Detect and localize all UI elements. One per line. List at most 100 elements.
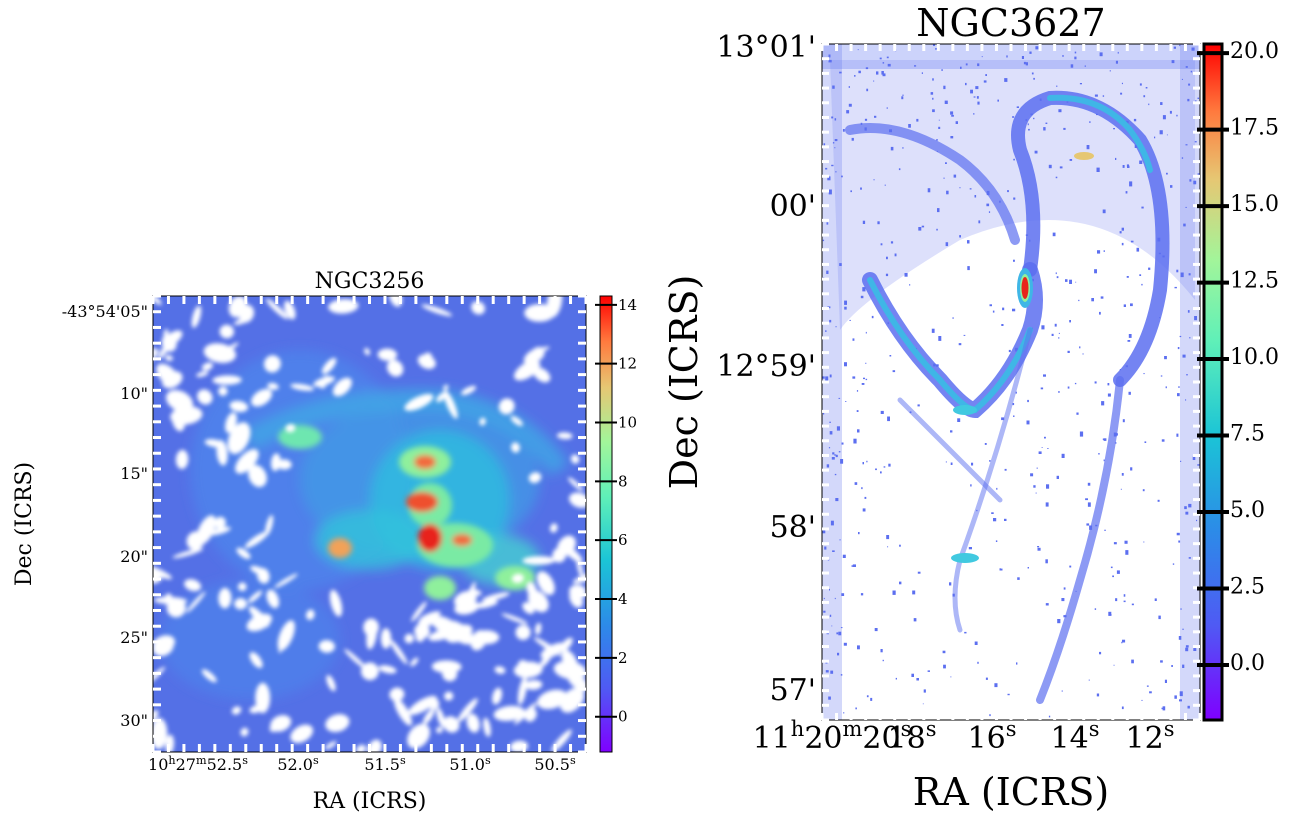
noise-pixel bbox=[880, 243, 883, 246]
masked-patch bbox=[290, 383, 315, 391]
noise-pixel bbox=[846, 110, 850, 114]
title-ngc3256: NGC3256 bbox=[315, 269, 425, 294]
noise-pixel bbox=[1131, 603, 1134, 606]
noise-pixel bbox=[950, 676, 952, 678]
noise-pixel bbox=[999, 568, 1003, 571]
colorbar-tick-label: 7.5 bbox=[1230, 422, 1265, 447]
noise-pixel bbox=[856, 390, 859, 392]
masked-patch bbox=[218, 386, 228, 396]
colorbar-tick-label: 2.5 bbox=[1230, 574, 1265, 599]
noise-pixel bbox=[840, 627, 843, 629]
noise-pixel bbox=[1079, 431, 1084, 437]
noise-pixel bbox=[1052, 232, 1056, 237]
noise-pixel bbox=[862, 508, 866, 512]
masked-patch bbox=[524, 679, 543, 690]
noise-pixel bbox=[1123, 600, 1126, 603]
masked-patch bbox=[435, 726, 443, 734]
masked-patch bbox=[522, 556, 556, 565]
noise-pixel bbox=[822, 376, 825, 379]
noise-pixel bbox=[1120, 92, 1123, 95]
x-tick-labels-ngc3627: 11h20m20s 18s 16s 14s 12s bbox=[753, 717, 1175, 756]
noise-pixel bbox=[1107, 383, 1110, 386]
xlabel-ngc3627: RA (ICRS) bbox=[913, 770, 1110, 814]
noise-pixel bbox=[1058, 337, 1060, 339]
masked-patch bbox=[328, 299, 359, 314]
masked-patch bbox=[153, 348, 159, 364]
noise-pixel bbox=[992, 310, 995, 313]
masked-patch bbox=[501, 613, 528, 625]
noise-pixel bbox=[916, 678, 919, 681]
noise-pixel bbox=[880, 471, 882, 474]
x-tick-label: 11h20m20s bbox=[753, 717, 912, 756]
noise-pixel bbox=[841, 175, 843, 178]
noise-pixel bbox=[1004, 518, 1007, 521]
noise-pixel bbox=[1169, 110, 1172, 114]
noise-pixel bbox=[944, 100, 948, 104]
masked-patch bbox=[186, 591, 206, 613]
noise-pixel bbox=[970, 484, 972, 487]
noise-pixel bbox=[937, 208, 940, 213]
masked-patch bbox=[175, 449, 189, 470]
noise-pixel bbox=[964, 631, 967, 634]
noise-pixel bbox=[836, 426, 840, 431]
masked-patch bbox=[444, 691, 454, 701]
noise-pixel bbox=[898, 168, 901, 171]
noise-pixel bbox=[1030, 473, 1034, 477]
masked-patch bbox=[332, 377, 352, 397]
colorbar-tick-label: 12 bbox=[618, 355, 637, 373]
noise-pixel bbox=[844, 306, 847, 310]
noise-pixel bbox=[983, 80, 987, 83]
noise-pixel bbox=[874, 115, 877, 118]
noise-pixel bbox=[1171, 665, 1173, 667]
noise-pixel bbox=[984, 443, 987, 445]
noise-pixel bbox=[852, 338, 855, 341]
noise-pixel bbox=[946, 190, 949, 195]
masked-patch bbox=[536, 571, 555, 596]
masked-patch bbox=[285, 424, 296, 433]
masked-patch bbox=[196, 371, 209, 378]
noise-pixel bbox=[1115, 60, 1118, 64]
masked-patch bbox=[576, 556, 584, 580]
masked-patch bbox=[535, 622, 542, 636]
noise-pixel bbox=[1141, 283, 1143, 286]
noise-pixel bbox=[991, 512, 994, 514]
masked-patch bbox=[225, 412, 237, 434]
noise-pixel bbox=[1096, 693, 1100, 697]
masked-patch bbox=[278, 631, 285, 654]
noise-pixel bbox=[1125, 550, 1129, 555]
masked-patch bbox=[389, 687, 405, 702]
noise-pixel bbox=[973, 113, 975, 115]
noise-pixel bbox=[1142, 489, 1145, 492]
noise-pixel bbox=[1187, 310, 1190, 313]
noise-pixel bbox=[1069, 320, 1071, 323]
noise-pixel bbox=[1054, 323, 1057, 327]
noise-pixel bbox=[923, 689, 926, 693]
noise-pixel bbox=[1108, 611, 1112, 616]
noise-pixel bbox=[862, 287, 866, 292]
noise-pixel bbox=[838, 451, 841, 453]
masked-patch bbox=[325, 714, 350, 733]
noise-pixel bbox=[1063, 127, 1066, 130]
noise-pixel bbox=[950, 111, 954, 115]
noise-pixel bbox=[1085, 498, 1088, 501]
noise-pixel bbox=[1123, 594, 1126, 597]
noise-pixel bbox=[852, 564, 856, 567]
x-tick-label: 51.5s bbox=[364, 754, 406, 775]
noise-pixel bbox=[1192, 456, 1196, 460]
masked-patch bbox=[539, 651, 553, 668]
noise-pixel bbox=[1176, 532, 1180, 536]
noise-pixel bbox=[1097, 250, 1101, 254]
noise-pixel bbox=[902, 94, 904, 96]
noise-pixel bbox=[1188, 83, 1191, 86]
noise-pixel bbox=[1187, 705, 1190, 709]
noise-pixel bbox=[943, 177, 945, 179]
noise-pixel bbox=[1074, 51, 1077, 54]
noise-pixel bbox=[828, 54, 831, 58]
noise-pixel bbox=[1113, 128, 1115, 130]
noise-pixel bbox=[865, 331, 867, 334]
noise-pixel bbox=[886, 56, 889, 59]
noise-pixel bbox=[1079, 83, 1082, 85]
noise-pixel bbox=[1193, 180, 1197, 185]
noise-pixel bbox=[1098, 453, 1100, 455]
